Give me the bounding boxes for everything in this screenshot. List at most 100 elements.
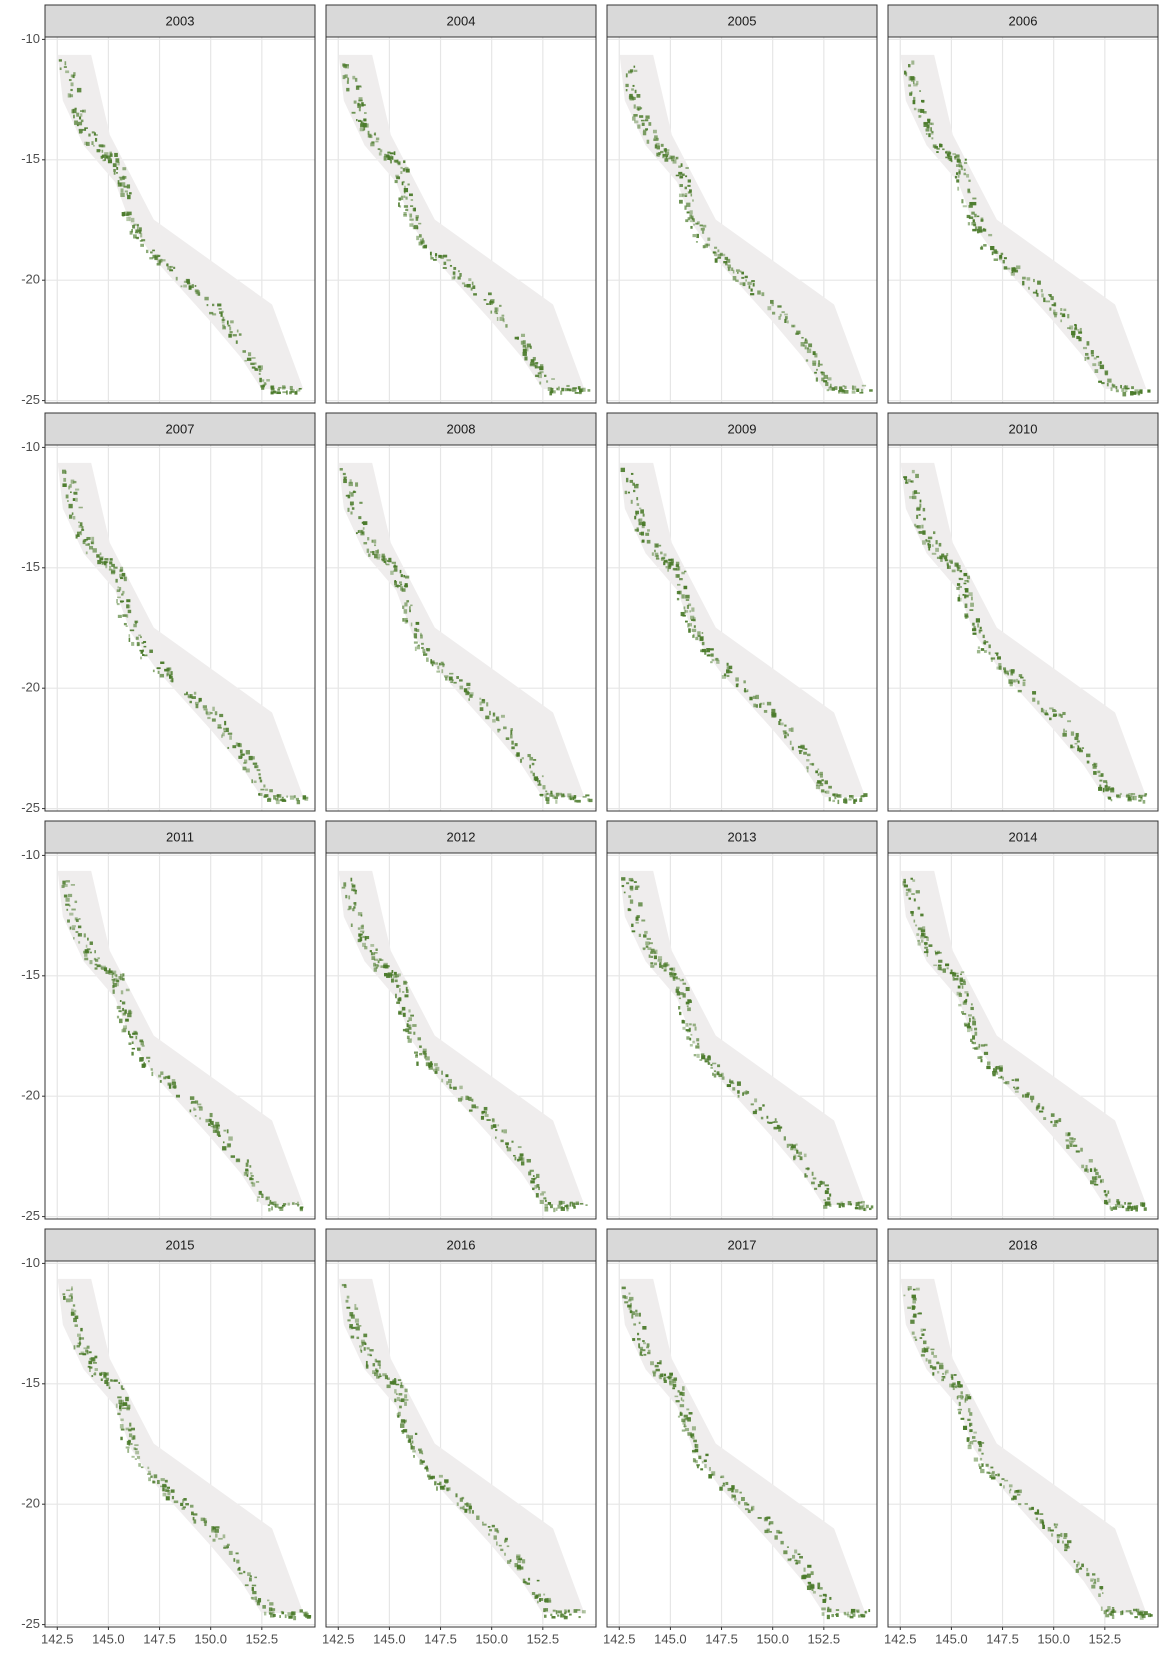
reef-cell — [690, 1034, 692, 1036]
reef-cell — [856, 389, 859, 392]
reef-cell — [99, 556, 103, 560]
reef-cell — [449, 673, 453, 675]
reef-cell — [401, 1382, 403, 1386]
reef-cell — [404, 188, 408, 192]
reef-cell — [149, 257, 153, 259]
reef-cell — [967, 576, 970, 580]
reef-cell — [404, 994, 408, 997]
reef-cell — [191, 1101, 195, 1104]
reef-cell — [361, 914, 363, 916]
reef-cell — [461, 1096, 464, 1100]
reef-cell — [142, 654, 144, 656]
reef-cell — [203, 1518, 206, 1520]
reef-cell — [682, 1020, 685, 1023]
x-tick-label: 147.5 — [143, 1631, 176, 1646]
reef-cell — [792, 747, 794, 751]
reef-cell — [268, 1208, 270, 1211]
reef-cell — [70, 89, 72, 91]
reef-cell — [689, 610, 691, 612]
reef-cell — [516, 1556, 520, 1560]
reef-cell — [377, 1371, 379, 1373]
reef-cell — [437, 666, 439, 670]
reef-cell — [1014, 1088, 1018, 1090]
reef-cell — [118, 615, 122, 618]
reef-cell — [402, 618, 404, 622]
reef-cell — [980, 1056, 983, 1059]
reef-cell — [681, 1397, 683, 1400]
reef-cell — [119, 1409, 121, 1411]
reef-cell — [66, 880, 70, 882]
reef-cell — [223, 728, 226, 731]
reef-cell — [418, 223, 421, 225]
reef-cell — [631, 88, 634, 90]
reef-cell — [403, 1013, 406, 1017]
reef-cell — [1122, 1610, 1124, 1614]
reef-cell — [1039, 1513, 1043, 1515]
reef-cell — [624, 1301, 628, 1303]
reef-cell — [373, 1363, 376, 1366]
reef-cell — [763, 702, 765, 704]
reef-cell — [921, 1329, 924, 1332]
reef-cell — [903, 476, 907, 478]
reef-cell — [521, 1162, 524, 1166]
reef-cell — [684, 571, 686, 573]
reef-cell — [910, 1320, 914, 1324]
reef-cell — [964, 162, 967, 164]
reef-cell — [64, 66, 67, 68]
reef-cell — [721, 1476, 725, 1479]
reef-cell — [1091, 350, 1094, 354]
reef-cell — [1142, 1202, 1145, 1206]
reef-cell — [910, 76, 914, 80]
reef-cell — [683, 993, 686, 997]
reef-cell — [101, 145, 105, 148]
reef-cell — [80, 113, 82, 116]
reef-cell — [650, 1361, 654, 1365]
reef-cell — [911, 60, 914, 64]
reef-cell — [565, 1611, 567, 1613]
reef-cell — [273, 391, 276, 394]
reef-cell — [1063, 309, 1066, 311]
reef-cell — [732, 1494, 736, 1496]
reef-cell — [622, 1287, 626, 1290]
reef-cell — [697, 221, 700, 224]
reef-cell — [1001, 1478, 1004, 1480]
reef-cell — [733, 276, 737, 280]
reef-cell — [172, 1082, 176, 1085]
reef-cell — [759, 1107, 762, 1111]
reef-cell — [376, 138, 379, 141]
reef-cell — [182, 1508, 185, 1510]
reef-cell — [831, 1614, 834, 1617]
reef-cell — [780, 723, 784, 726]
reef-cell — [962, 985, 964, 988]
reef-cell — [118, 1382, 120, 1384]
reef-cell — [95, 964, 98, 966]
reef-cell — [288, 1203, 290, 1206]
reef-cell — [844, 800, 847, 804]
reef-cell — [624, 892, 626, 894]
reef-cell — [750, 293, 754, 295]
reef-cell — [703, 1460, 705, 1463]
reef-cell — [363, 527, 365, 530]
reef-cell — [59, 59, 62, 61]
reef-cell — [236, 1552, 239, 1554]
reef-cell — [745, 690, 748, 692]
reef-cell — [989, 652, 991, 655]
reef-cell — [798, 1553, 801, 1555]
reef-cell — [691, 193, 693, 196]
reef-cell — [94, 950, 96, 953]
reef-cell — [129, 1423, 131, 1427]
reef-cell — [696, 1464, 700, 1466]
reef-cell — [1045, 710, 1047, 714]
x-tick-label: 145.0 — [373, 1631, 406, 1646]
reef-cell — [719, 1487, 722, 1491]
reef-cell — [777, 305, 781, 307]
reef-cell — [246, 768, 250, 772]
reef-cell — [263, 784, 265, 787]
reef-cell — [819, 364, 822, 366]
reef-cell — [807, 768, 809, 772]
reef-cell — [492, 1525, 495, 1527]
reef-cell — [1103, 788, 1105, 792]
reef-cell — [464, 284, 467, 287]
reef-cell — [203, 709, 207, 711]
reef-cell — [131, 642, 134, 646]
